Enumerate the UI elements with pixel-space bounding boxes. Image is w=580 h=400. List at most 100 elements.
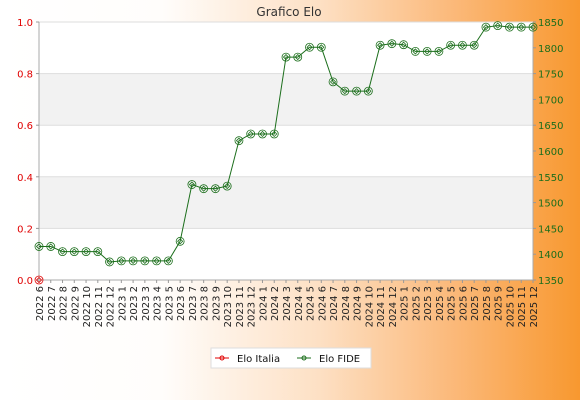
right-axis-ticks: 1350 1400 1450 1500 1550 1600 1650 1700 1750 1800… — [533, 18, 563, 287]
data-point-marker — [471, 42, 478, 49]
series-elo-fide — [34, 21, 538, 267]
data-point-marker — [482, 24, 490, 31]
data-point — [528, 22, 538, 32]
x-tick-label: 2023 12 — [247, 286, 258, 327]
data-point — [316, 42, 326, 52]
right-tick-label: 1750 — [538, 70, 563, 81]
x-tick-label: 2025 5 — [447, 286, 458, 321]
data-point-marker — [494, 22, 501, 29]
data-point-marker — [435, 48, 442, 55]
data-point — [269, 129, 279, 139]
data-point-marker — [118, 257, 125, 264]
x-tick-label: 2024 7 — [329, 286, 340, 321]
data-point-marker — [306, 44, 313, 51]
data-point — [422, 47, 432, 56]
legend: Elo Italia Elo FIDE — [210, 347, 372, 369]
plot-band — [39, 228, 533, 280]
x-tick-label: 2024 2 — [270, 286, 281, 321]
x-tick-label: 2025 6 — [458, 286, 469, 321]
right-tick-label: 1800 — [538, 44, 563, 55]
data-point — [34, 242, 44, 251]
x-tick-label: 2023 11 — [235, 286, 246, 327]
x-tick-label: 2024 11 — [376, 286, 387, 327]
data-point — [305, 42, 314, 52]
data-point — [116, 256, 126, 266]
data-point — [81, 247, 91, 257]
legend-item: Elo FIDE — [297, 354, 360, 365]
x-tick-label: 2025 3 — [423, 286, 434, 321]
x-tick-label: 2024 9 — [353, 286, 364, 321]
x-tick-label: 2025 7 — [470, 286, 481, 321]
data-point — [399, 40, 409, 50]
series-line — [39, 25, 533, 263]
series-layer — [34, 21, 538, 285]
right-tick-label: 1600 — [538, 147, 563, 158]
data-point-marker — [447, 42, 454, 49]
data-point-marker — [130, 257, 137, 264]
x-tick-label: 2023 5 — [164, 286, 175, 321]
legend-item: Elo Italia — [215, 354, 280, 365]
data-point — [505, 22, 514, 32]
left-tick-label: 0.0 — [17, 276, 33, 287]
data-point — [46, 242, 56, 251]
data-point — [199, 184, 209, 194]
x-tick-label: 2023 4 — [153, 286, 164, 321]
x-tick-label: 2023 9 — [211, 286, 222, 321]
left-tick-label: 0.6 — [17, 121, 33, 132]
data-point-marker — [35, 276, 43, 284]
data-point — [175, 236, 185, 246]
data-point-marker — [282, 54, 290, 61]
data-point-marker — [424, 48, 431, 55]
legend-swatch-marker — [219, 355, 225, 361]
data-point-marker — [271, 130, 278, 138]
legend-label: Elo Italia — [237, 354, 280, 365]
data-point-marker — [35, 243, 43, 250]
data-point — [152, 256, 162, 266]
data-point-marker — [353, 88, 360, 95]
x-tick-label: 2022 11 — [94, 286, 105, 327]
right-tick-label: 1700 — [538, 95, 563, 106]
data-point — [458, 40, 467, 50]
x-tick-label: 2025 1 — [400, 286, 411, 321]
data-point-marker — [82, 248, 90, 255]
data-point-marker — [294, 54, 301, 61]
chart-title: Grafico Elo — [256, 5, 321, 19]
data-point — [469, 40, 479, 50]
data-point-marker — [318, 44, 325, 51]
x-tick-label: 2023 1 — [117, 286, 128, 321]
x-tick-label: 2025 2 — [411, 286, 422, 321]
x-tick-label: 2025 9 — [494, 286, 505, 321]
data-point-marker — [47, 243, 54, 250]
data-point-marker — [212, 185, 219, 192]
x-tick-label: 2025 4 — [435, 286, 446, 321]
data-point-marker — [377, 42, 384, 49]
right-tick-label: 1350 — [538, 276, 563, 287]
data-point — [281, 52, 291, 62]
data-point-marker — [529, 24, 537, 31]
data-point-marker — [329, 78, 337, 85]
data-point — [69, 247, 79, 257]
right-tick-label: 1650 — [538, 121, 563, 132]
left-tick-label: 1.0 — [17, 18, 33, 29]
x-tick-label: 2024 5 — [306, 286, 317, 321]
data-point — [493, 21, 503, 31]
x-tick-label: 2024 4 — [294, 286, 305, 321]
data-point — [387, 39, 397, 49]
left-tick-label: 0.2 — [17, 224, 33, 235]
data-point — [246, 129, 256, 139]
x-tick-label: 2025 12 — [529, 286, 540, 327]
right-tick-label: 1450 — [538, 224, 563, 235]
data-point — [187, 180, 197, 189]
x-tick-label: 2023 3 — [141, 286, 152, 321]
data-point — [516, 22, 526, 32]
x-tick-label: 2025 8 — [482, 286, 493, 321]
legend-label: Elo FIDE — [319, 354, 360, 365]
data-point — [363, 86, 373, 96]
data-point — [352, 86, 361, 96]
data-point — [34, 275, 44, 285]
right-tick-label: 1550 — [538, 173, 563, 184]
x-axis-ticks: 2022 6 2022 7 2022 8 2022 9 2022 10 2022 11 20… — [35, 280, 540, 327]
plot-band — [39, 73, 533, 126]
plot-band — [39, 176, 533, 229]
